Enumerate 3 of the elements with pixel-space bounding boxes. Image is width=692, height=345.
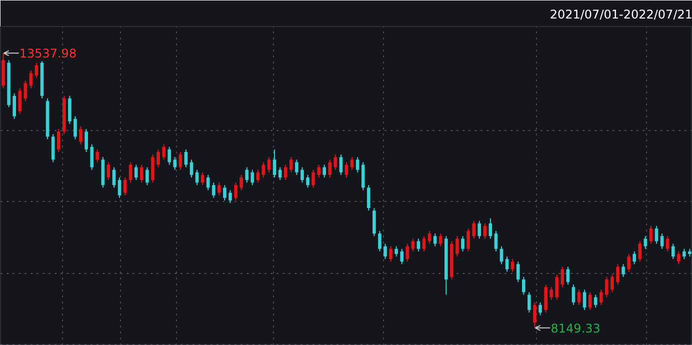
annotation: 8149.33	[550, 321, 600, 336]
chart-title: 2021/07/01-2022/07/21	[550, 8, 692, 22]
annotation: 13537.98	[19, 46, 77, 61]
